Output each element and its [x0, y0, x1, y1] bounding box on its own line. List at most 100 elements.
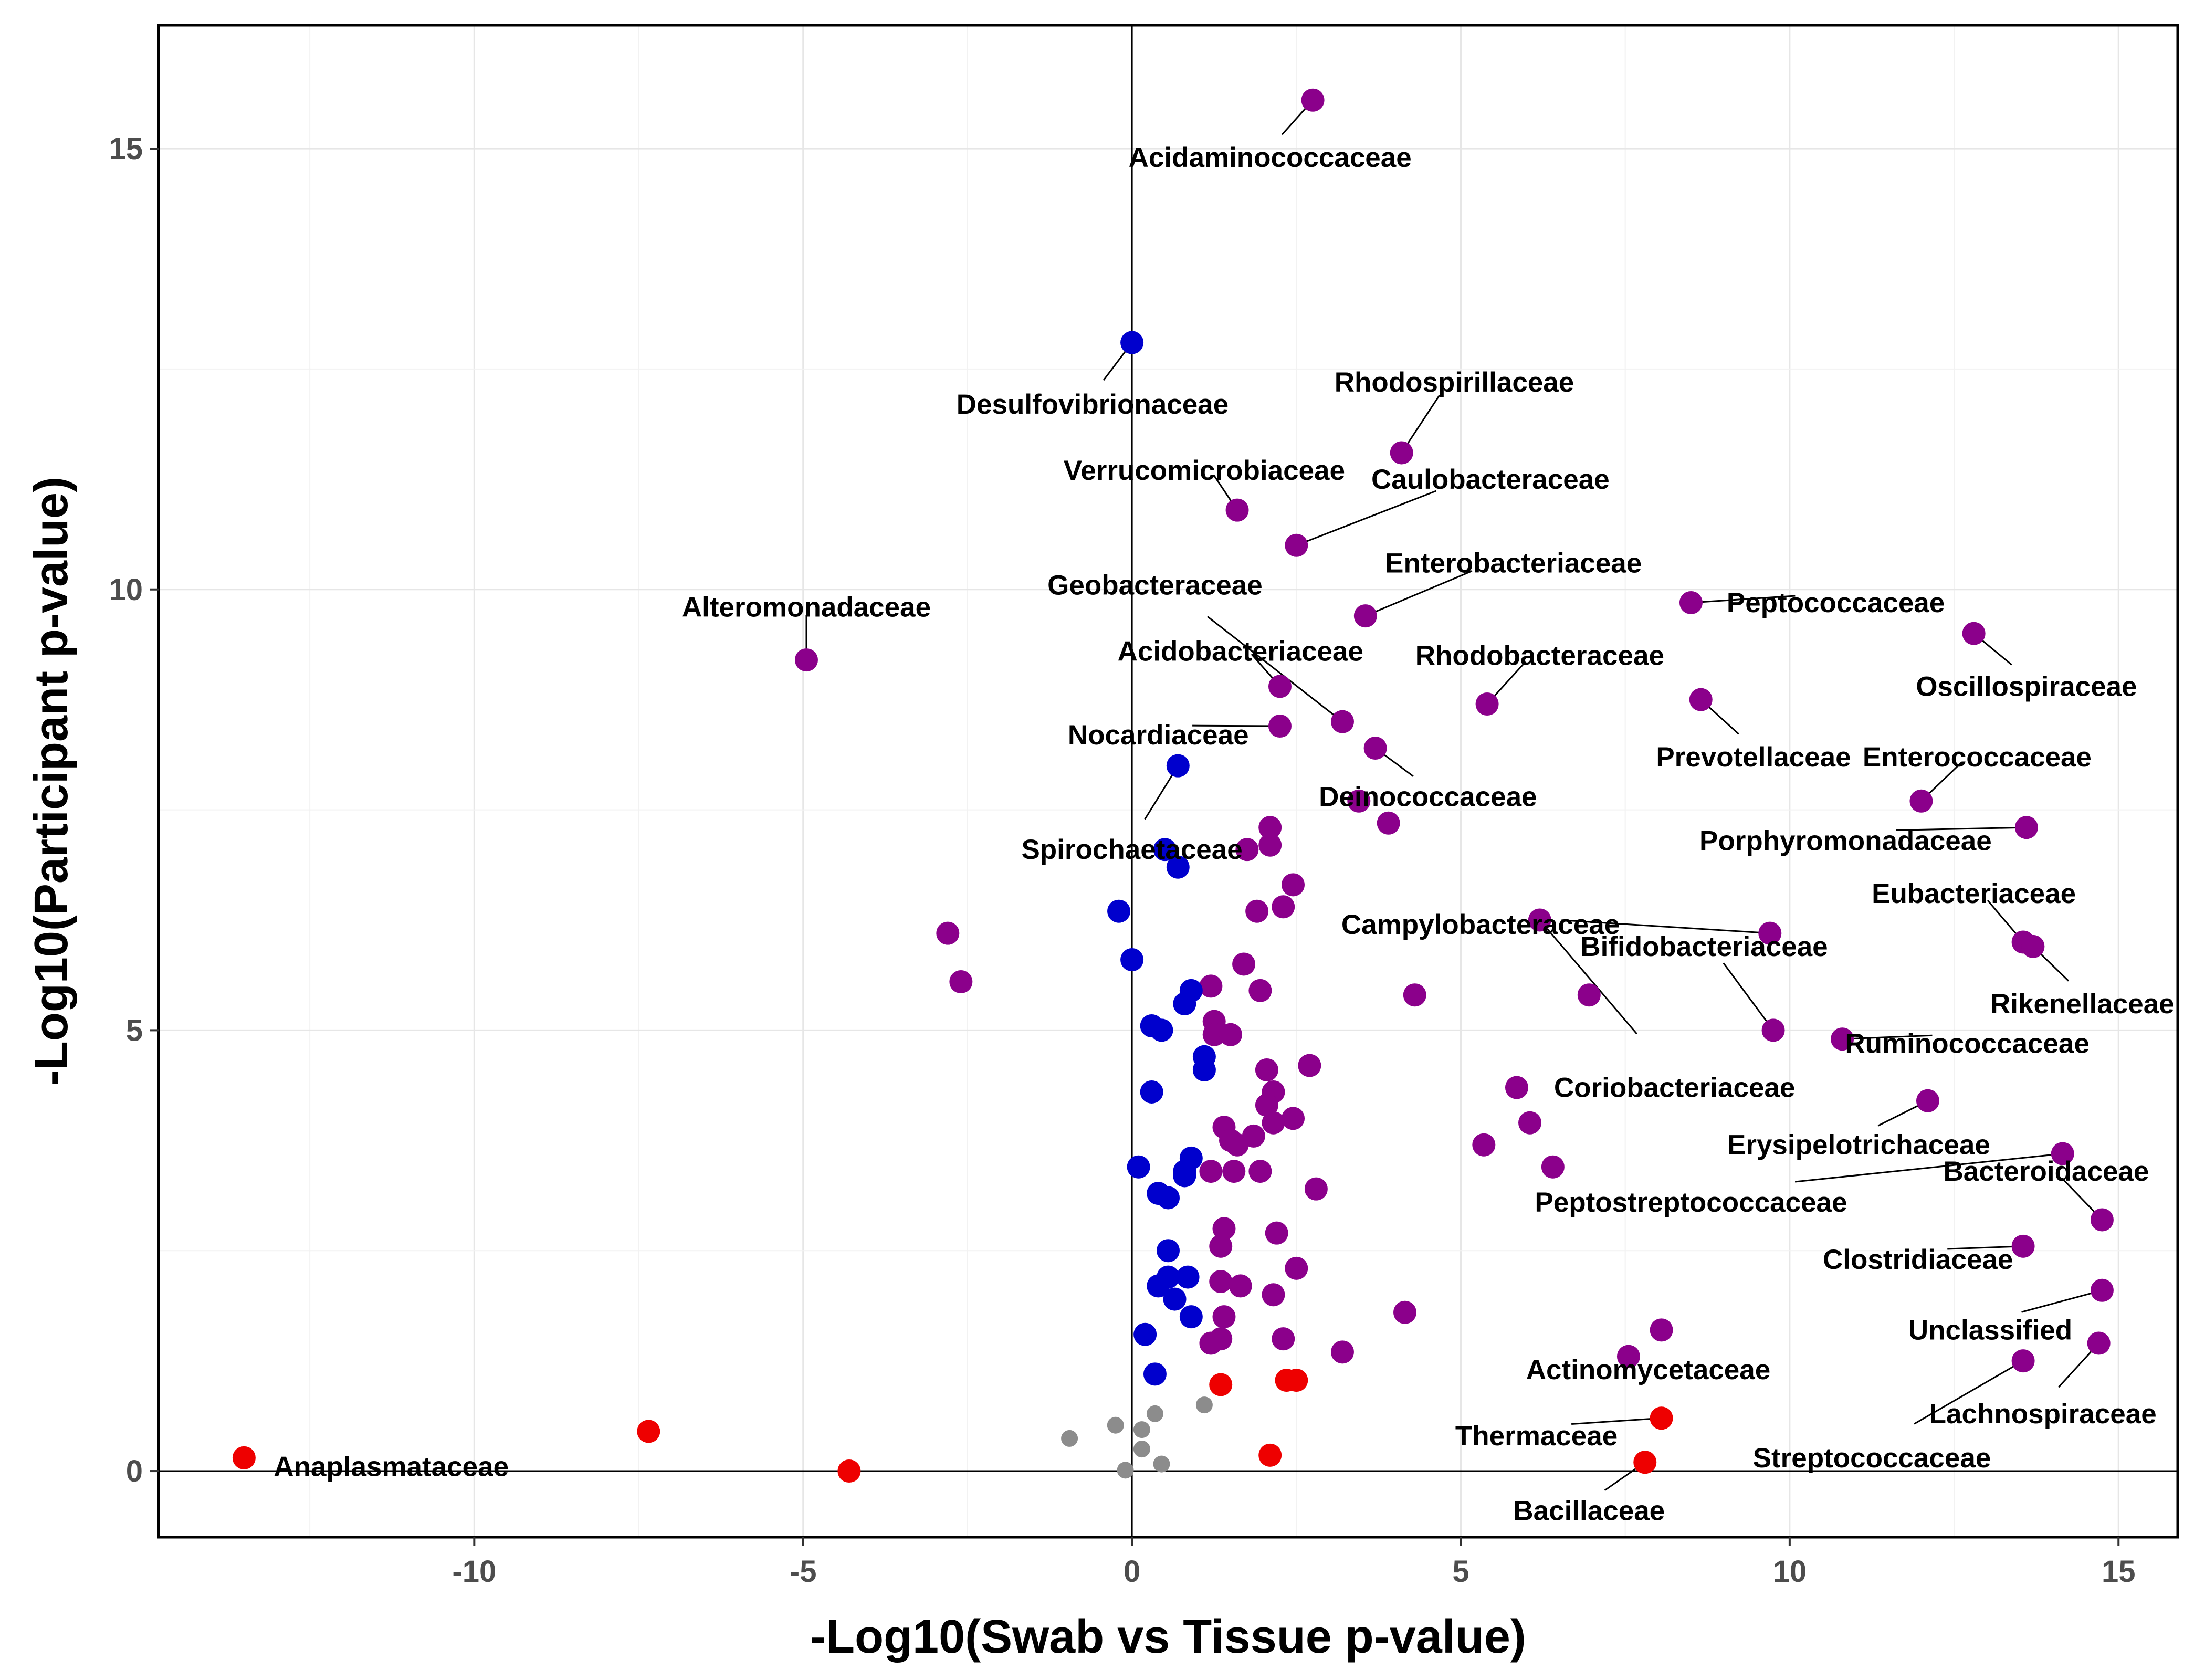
point-label: Thermaceae: [1455, 1421, 1618, 1452]
data-point: [1107, 1416, 1124, 1434]
point-label: Peptostreptococcaceae: [1535, 1187, 1847, 1218]
labeled-data-point: [1761, 1018, 1785, 1042]
point-label: Bacillaceae: [1513, 1496, 1665, 1527]
point-label: Prevotellaceae: [1656, 742, 1851, 773]
x-tick-label: 0: [1124, 1555, 1140, 1589]
data-point: [1232, 952, 1256, 976]
data-point: [1505, 1076, 1528, 1099]
point-label: Spirochaetaceae: [1021, 834, 1242, 865]
point-label: Rhodospirillaceae: [1335, 367, 1574, 398]
x-axis-ticks: -10 -5 0 5 10 15: [452, 1537, 2136, 1589]
data-point: [1212, 1217, 1236, 1241]
data-point: [1133, 1441, 1150, 1458]
point-label: Deinococcaceae: [1319, 781, 1537, 812]
point-label: Coriobacteriaceae: [1554, 1073, 1796, 1104]
y-tick-label: 0: [126, 1454, 143, 1488]
data-point: [1133, 1421, 1150, 1438]
labeled-data-point: [1909, 789, 1933, 813]
label-leader-line: [2021, 1289, 2103, 1313]
data-point: [1262, 1283, 1285, 1307]
label-leader-line: [1561, 919, 1770, 934]
data-point: [1179, 1305, 1203, 1329]
labeled-data-point: [1475, 692, 1499, 716]
point-label: Bifidobacteriaceae: [1580, 931, 1828, 962]
data-point: [837, 1460, 861, 1483]
labeled-data-point: [1650, 1318, 1673, 1342]
data-point: [1173, 1164, 1196, 1188]
point-label: Anaplasmataceae: [274, 1452, 509, 1483]
point-labels: Acidaminococcaceae Desulfovibrionaceae Rho…: [274, 142, 2174, 1527]
point-label: Porphyromonadaceae: [1699, 825, 1992, 856]
label-leader-line: [1206, 616, 1343, 722]
point-label: Actinomycetaceae: [1526, 1354, 1770, 1385]
y-tick-label: 5: [126, 1013, 143, 1047]
point-label: Streptococcaceae: [1753, 1443, 1991, 1474]
data-point: [1150, 1018, 1173, 1042]
labeled-data-point: [2011, 1349, 2035, 1373]
labeled-data-point: [1679, 591, 1703, 614]
data-point: [1248, 979, 1272, 1002]
data-point: [1222, 1160, 1246, 1183]
data-point: [1255, 1094, 1278, 1117]
point-label: Desulfovibrionaceae: [957, 389, 1228, 420]
point-label: Rhodobacteraceae: [1415, 640, 1664, 671]
data-point: [1153, 1455, 1170, 1473]
point-label: Nocardiaceae: [1068, 720, 1249, 751]
data-point: [1166, 855, 1190, 879]
labeled-data-point: [1650, 1406, 1673, 1430]
label-leader-line: [1914, 1360, 2024, 1425]
data-point: [1209, 1270, 1233, 1294]
data-point: [1304, 1177, 1328, 1201]
data-point: [1377, 811, 1400, 835]
label-leader-line: [1794, 1153, 2063, 1183]
data-point: [1262, 1111, 1285, 1135]
label-leader-line: [1571, 1417, 1662, 1425]
labeled-data-point: [1633, 1451, 1657, 1474]
data-point: [1209, 1373, 1233, 1396]
labeled-data-point: [2087, 1331, 2110, 1355]
label-leader-line: [1723, 962, 1774, 1031]
labeled-data-point: [1390, 441, 1413, 465]
data-point: [1298, 1054, 1321, 1077]
data-point: [1541, 1155, 1564, 1179]
x-tick-label: -10: [452, 1555, 496, 1589]
point-label: Rikenellaceae: [1990, 989, 2175, 1020]
labeled-data-point: [2011, 1234, 2035, 1258]
labeled-data-point: [1268, 675, 1292, 698]
labeled-data-point: [2090, 1208, 2114, 1232]
data-point: [1282, 873, 1305, 897]
data-point: [1143, 1362, 1167, 1386]
x-tick-label: 5: [1452, 1555, 1469, 1589]
labeled-data-point: [794, 648, 818, 672]
point-label: Erysipelotrichaceae: [1727, 1130, 1990, 1161]
point-label: Bacteroidaceae: [1944, 1156, 2149, 1187]
data-point: [1117, 1462, 1134, 1479]
label-leader-line: [1690, 595, 1796, 604]
data-point: [1258, 833, 1282, 857]
point-label: Alteromonadaceae: [682, 592, 931, 623]
data-point: [1282, 1107, 1305, 1130]
labeled-data-point: [1225, 498, 1249, 522]
labeled-data-point: [2090, 1278, 2114, 1302]
label-leader-line: [1539, 919, 1637, 1035]
data-point: [1235, 838, 1259, 862]
x-axis-title: -Log10(Swab vs Tissue p-value): [810, 1611, 1526, 1663]
data-point: [1140, 1080, 1163, 1104]
data-point: [1272, 1327, 1295, 1351]
point-label: Enterococcaceae: [1863, 742, 2092, 773]
labeled-data-point: [2051, 1142, 2074, 1166]
labeled-data-point: [1916, 1089, 1939, 1112]
point-label: Clostridiaceae: [1823, 1244, 2013, 1275]
label-leader-line: [1896, 826, 2026, 831]
data-point: [1192, 1058, 1216, 1082]
labeled-data-point: [1831, 1027, 1854, 1051]
labeled-data-point: [1758, 921, 1782, 945]
data-point: [1195, 1396, 1213, 1414]
data-point: [1258, 816, 1282, 839]
data-point: [1616, 1345, 1640, 1368]
data-point: [1577, 983, 1601, 1007]
point-label: Acidobacteriaceae: [1118, 636, 1363, 667]
point-label: Unclassified: [1908, 1315, 2072, 1346]
data-point: [1347, 789, 1371, 813]
